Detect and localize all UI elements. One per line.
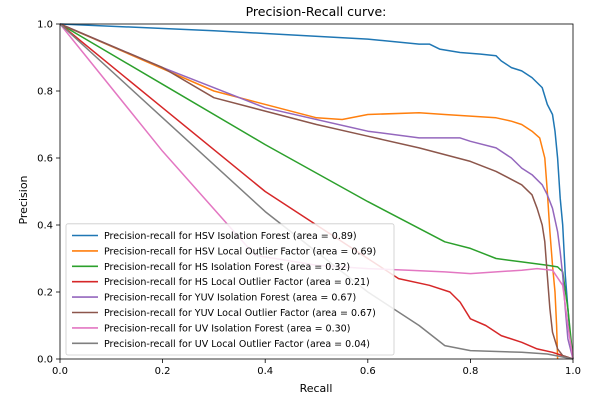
series-line-5 [59, 23, 574, 360]
chart-title: Precision-Recall curve: [246, 4, 387, 19]
y-tick-label: 0.6 [37, 154, 53, 165]
legend-entry: Precision-recall for HSV Isolation Fores… [104, 231, 357, 242]
y-tick-label: 0.8 [37, 87, 53, 98]
legend-entry: Precision-recall for YUV Isolation Fores… [104, 293, 356, 304]
legend-box [65, 223, 395, 356]
x-axis: 0.0 0.2 0.4 0.6 0.8 1.0 [52, 359, 581, 377]
series-line-0 [59, 23, 574, 360]
legend-entry: Precision-recall for HS Isolation Forest… [104, 262, 350, 273]
series-line-7 [59, 23, 574, 360]
legend-entry: Precision-recall for UV Local Outlier Fa… [104, 339, 370, 350]
y-tick-label: 1.0 [37, 20, 53, 31]
plot-frame [59, 23, 574, 360]
y-axis-label: Precision [17, 175, 30, 224]
x-tick-label: 0.0 [52, 366, 68, 377]
y-tick-label: 0.0 [37, 355, 53, 366]
x-tick-label: 0.8 [462, 366, 478, 377]
y-axis: 0.0 0.2 0.4 0.6 0.8 1.0 [37, 20, 60, 366]
x-tick-label: 0.6 [360, 366, 376, 377]
x-tick-label: 0.4 [257, 366, 273, 377]
legend-entry: Precision-recall for HSV Local Outlier F… [104, 246, 376, 257]
series-line-1 [59, 23, 559, 360]
x-tick-label: 1.0 [565, 366, 581, 377]
series-line-4 [59, 23, 574, 360]
legend-entry: Precision-recall for HS Local Outlier Fa… [104, 277, 370, 288]
legend-entry: Precision-recall for UV Isolation Forest… [104, 323, 350, 334]
legend: Precision-recall for HSV Isolation Fores… [65, 223, 395, 356]
x-axis-label: Recall [300, 382, 333, 395]
x-tick-label: 0.2 [155, 366, 171, 377]
y-tick-label: 0.2 [37, 288, 53, 299]
legend-entry: Precision-recall for YUV Local Outlier F… [104, 308, 376, 319]
y-tick-label: 0.4 [37, 221, 53, 232]
